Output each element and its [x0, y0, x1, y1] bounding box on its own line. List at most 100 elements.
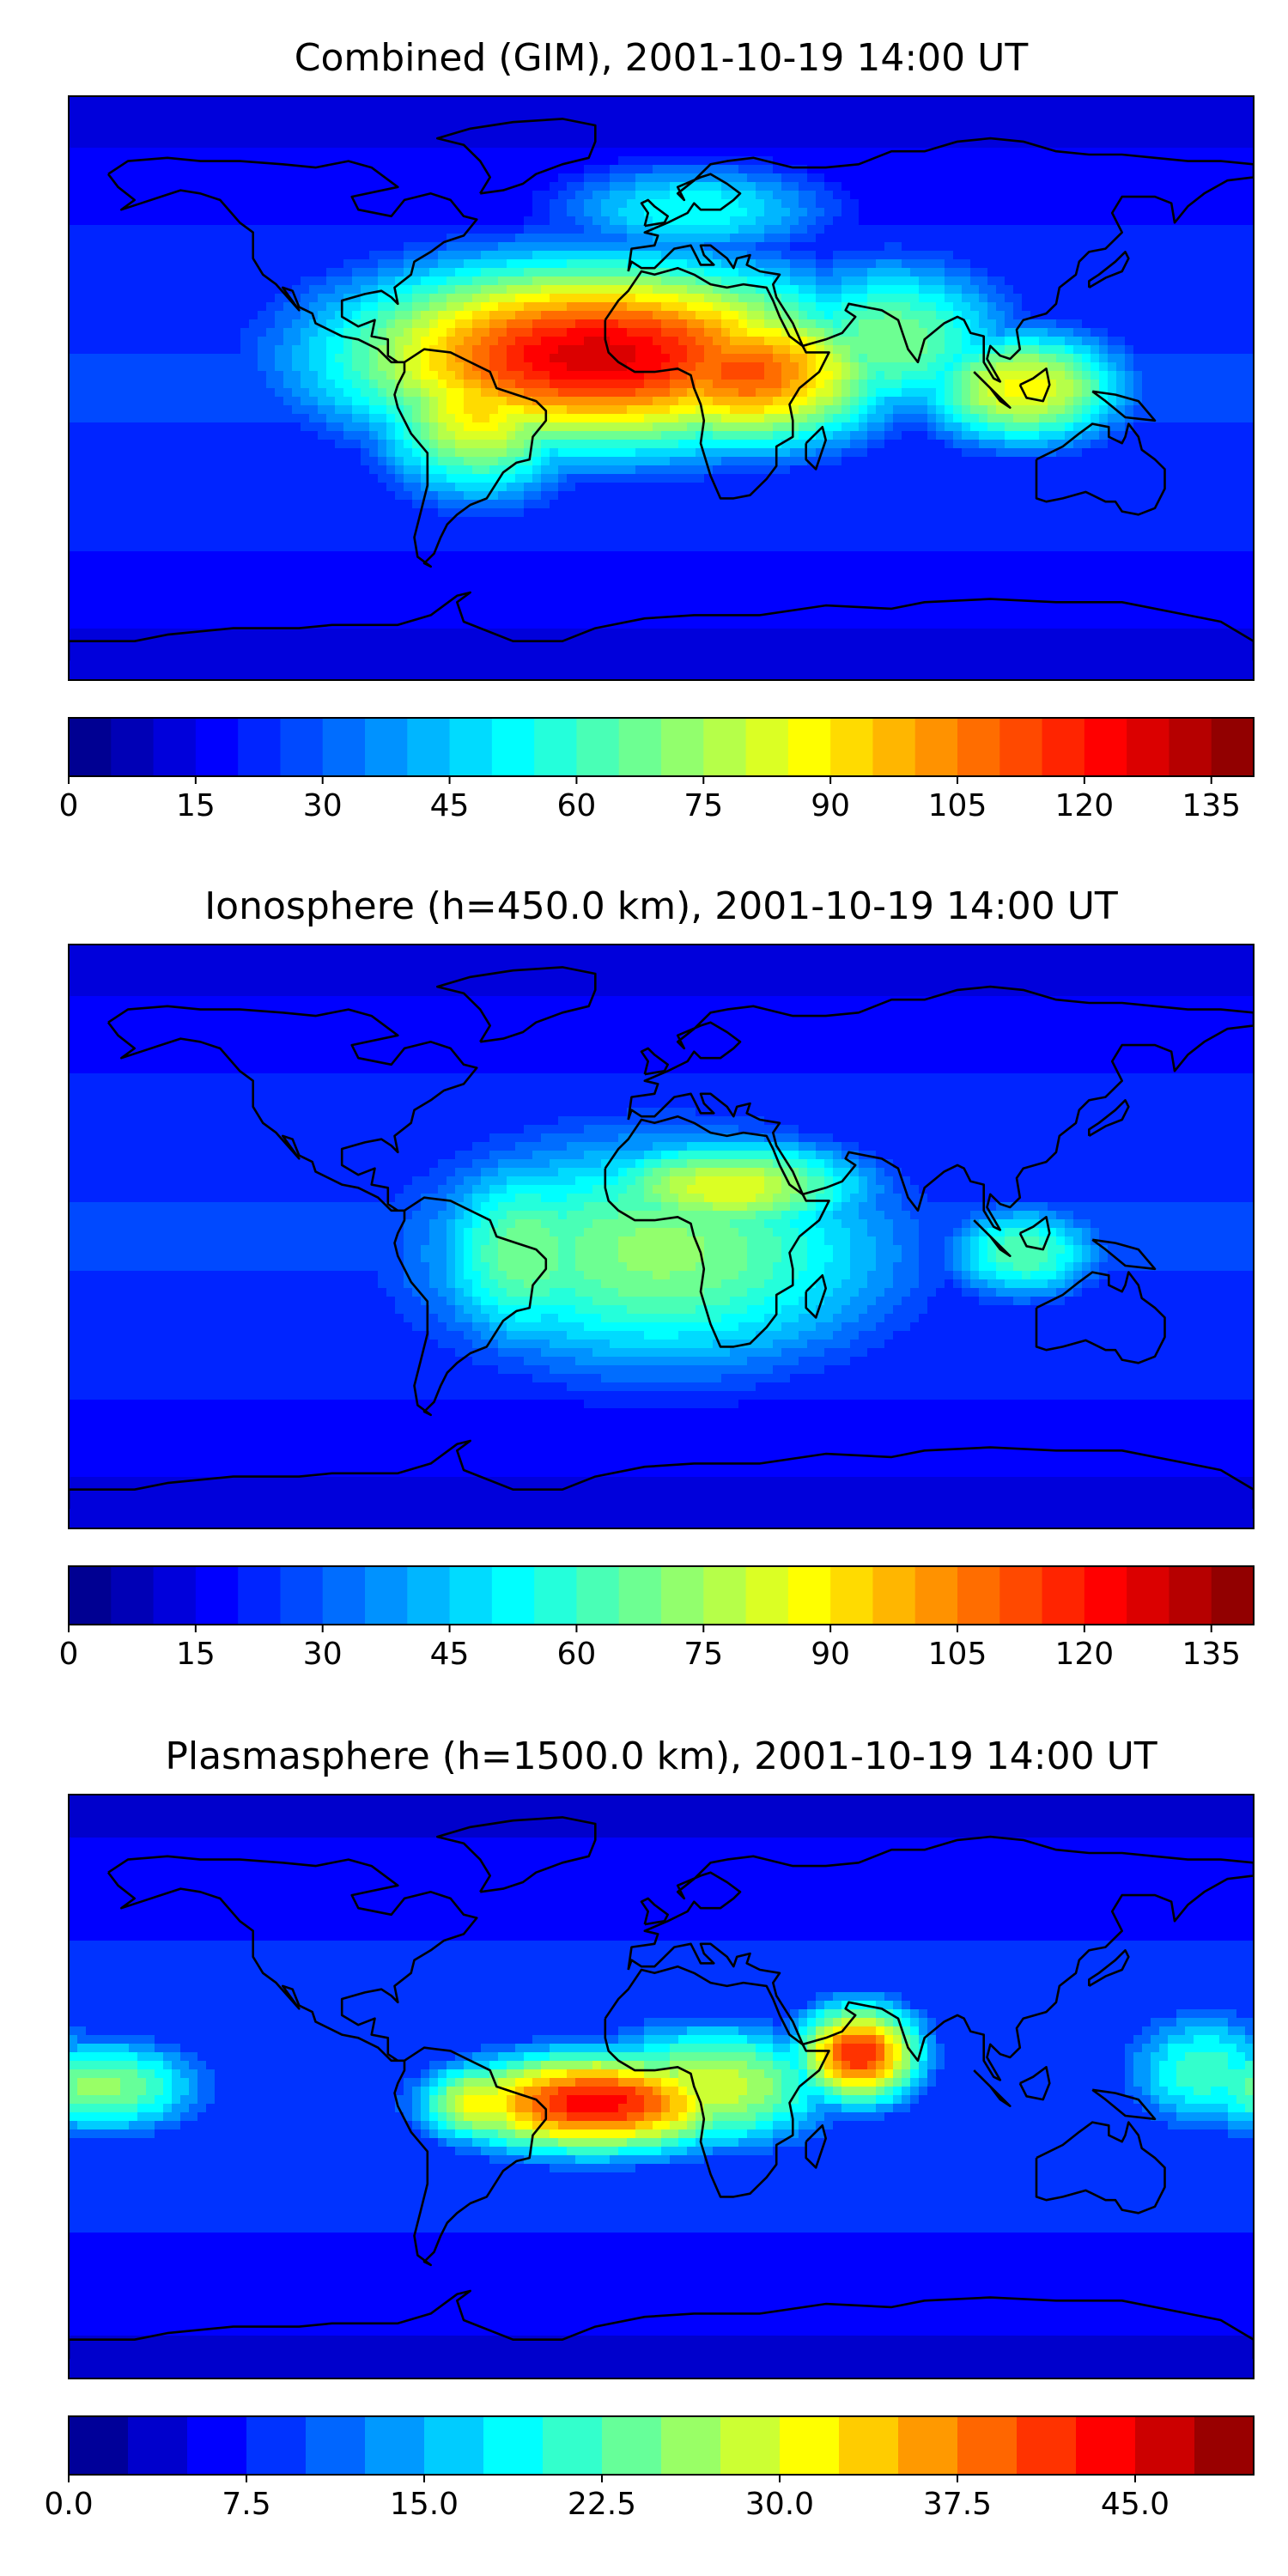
field-cell [232, 268, 241, 277]
field-cell [678, 345, 688, 355]
field-cell [558, 294, 568, 303]
field-cell [1142, 148, 1151, 157]
field-cell [970, 182, 980, 191]
field-cell [721, 311, 731, 320]
field-cell [592, 388, 602, 398]
field-cell [670, 285, 679, 295]
field-cell [653, 337, 662, 346]
field-cell [902, 225, 911, 234]
field-cell [309, 337, 319, 346]
field-cell [240, 182, 250, 191]
field-cell [275, 131, 284, 140]
field-cell [180, 371, 190, 380]
field-cell [1099, 182, 1109, 191]
field-cell [343, 319, 353, 329]
field-cell [859, 173, 868, 183]
field-cell [867, 354, 877, 363]
field-cell [335, 191, 344, 200]
field-cell [1142, 182, 1151, 191]
field-cell [1056, 173, 1066, 183]
field-cell [635, 199, 645, 209]
field-cell [738, 122, 748, 131]
field-cell [850, 216, 860, 226]
field-cell [627, 191, 636, 200]
field-cell [592, 371, 602, 380]
field-cell [1022, 173, 1031, 183]
field-cell [936, 328, 945, 337]
field-cell [240, 388, 250, 398]
field-cell [859, 285, 868, 295]
field-cell [464, 173, 473, 183]
field-cell [1022, 234, 1031, 243]
field-cell [687, 251, 696, 260]
field-cell [206, 242, 216, 252]
field-cell [292, 113, 301, 123]
field-cell [610, 216, 619, 226]
field-cell [223, 191, 233, 200]
field-cell [678, 105, 688, 114]
field-cell [1168, 251, 1177, 260]
field-cell [94, 302, 104, 312]
field-cell [301, 148, 310, 157]
field-cell [412, 113, 422, 123]
field-cell [1176, 294, 1186, 303]
field-cell [936, 165, 945, 174]
field-cell [1228, 165, 1237, 174]
field-cell [575, 371, 585, 380]
field-cell [893, 345, 902, 355]
field-cell [1185, 285, 1194, 295]
field-cell [575, 251, 585, 260]
field-cell [1056, 131, 1066, 140]
field-cell [249, 362, 258, 372]
field-cell [833, 337, 842, 346]
field-cell [1185, 397, 1194, 406]
field-cell [618, 251, 628, 260]
field-cell [352, 311, 361, 320]
field-cell [841, 182, 851, 191]
field-cell [343, 397, 353, 406]
field-cell [1125, 216, 1134, 226]
field-cell [996, 234, 1005, 243]
field-cell [635, 173, 645, 183]
field-cell [773, 276, 782, 286]
field-cell [438, 294, 447, 303]
field-cell [936, 156, 945, 166]
field-cell [292, 405, 301, 415]
field-cell [953, 345, 963, 355]
field-cell [146, 139, 155, 149]
field-cell [481, 311, 490, 320]
field-cell [378, 380, 387, 389]
field-cell [189, 337, 198, 346]
field-cell [1056, 388, 1066, 398]
field-cell [1108, 225, 1117, 234]
field-cell [618, 362, 628, 372]
field-cell [206, 371, 216, 380]
field-cell [215, 208, 224, 217]
field-cell [464, 199, 473, 209]
field-cell [584, 328, 593, 337]
field-cell [369, 234, 379, 243]
field-cell [120, 259, 130, 269]
field-cell [343, 216, 353, 226]
field-cell [172, 96, 181, 106]
field-cell [824, 319, 834, 329]
field-cell [816, 173, 825, 183]
field-cell [558, 234, 568, 243]
field-cell [155, 337, 164, 346]
field-cell [876, 259, 885, 269]
field-cell [816, 319, 825, 329]
field-cell [120, 165, 130, 174]
field-cell [618, 371, 628, 380]
field-cell [232, 285, 241, 295]
field-cell [1211, 173, 1220, 183]
field-cell [1116, 276, 1126, 286]
field-cell [841, 96, 851, 106]
field-cell [567, 191, 576, 200]
field-cell [859, 105, 868, 114]
field-cell [309, 113, 319, 123]
field-cell [661, 388, 671, 398]
field-cell [850, 208, 860, 217]
field-cell [730, 388, 739, 398]
field-cell [618, 319, 628, 329]
field-cell [1245, 259, 1254, 269]
